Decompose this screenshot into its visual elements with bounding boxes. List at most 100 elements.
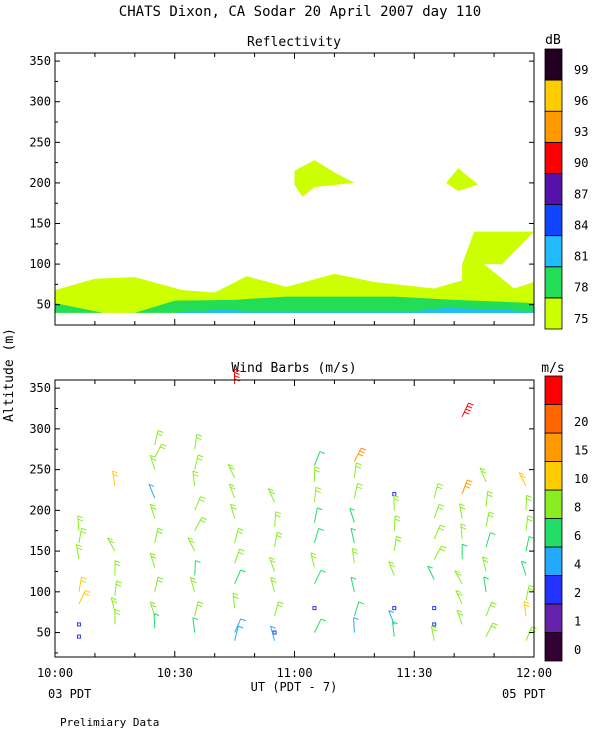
barb-shaft (485, 622, 494, 637)
barb-shaft (234, 618, 242, 633)
barb-flag (111, 600, 118, 604)
reflectivity-panel: Reflectivity 50 100 150 200 250 300 350 75 78 81… (29, 33, 588, 330)
barb-flag (479, 467, 486, 471)
wind-barb-4-2 (228, 483, 236, 499)
barb-shaft (274, 601, 279, 617)
barb-flag (192, 617, 199, 621)
barb-flag (270, 625, 276, 629)
barb-flag (457, 612, 464, 616)
wind-barb-3-8 (194, 601, 204, 617)
barb-flag (527, 515, 534, 519)
wind-barb-9-0 (433, 483, 444, 499)
reflectivity-region-1 (294, 160, 355, 197)
barb-flag (111, 597, 117, 601)
wind-barb-7-3 (349, 507, 355, 523)
y-tick-label: 350 (29, 381, 51, 395)
wind-barb-8-5 (392, 606, 397, 611)
barb-flag (192, 470, 199, 474)
barb-shaft (148, 484, 156, 499)
barb-shaft (393, 495, 395, 511)
wind-barb-1-0 (112, 470, 119, 486)
reflectivity-plot-area (55, 160, 534, 313)
barb-flag (193, 473, 199, 477)
barb-shaft (274, 511, 277, 527)
colorbar-label: 8 (574, 500, 581, 514)
wind-barb-6-7 (312, 606, 317, 611)
colorbar-label: 2 (574, 586, 581, 600)
barb-flag (528, 535, 535, 539)
barb-flag (454, 570, 460, 574)
barb-shaft (349, 508, 355, 523)
barb-shaft (350, 577, 355, 592)
barb-flag (149, 601, 156, 605)
wind-barb-5-3 (268, 556, 276, 572)
barb-shaft (187, 537, 196, 552)
wind-barb-0-3 (78, 576, 87, 592)
barb-flag (527, 518, 533, 522)
barb-flag (389, 564, 396, 568)
wind-barb-3-7 (189, 577, 197, 592)
barb-flag (393, 498, 400, 502)
reflectivity-region-0 (55, 231, 534, 313)
barb-shaft (525, 626, 533, 641)
reflectivity-colorbar: 75 78 81 84 87 90 93 96 99 (544, 48, 588, 330)
barb-shaft (149, 552, 156, 568)
wind-barb-8-7 (391, 621, 398, 637)
y-tick-label: 100 (29, 585, 51, 599)
wind-barb-11-4 (481, 556, 489, 572)
barb-flag (488, 514, 494, 518)
barb-flag (196, 437, 202, 441)
wind-barb-7-2 (353, 482, 363, 499)
barb-shaft (75, 544, 80, 560)
y-tick-label: 200 (29, 503, 51, 517)
barb-flag (490, 532, 496, 536)
wind-barb-title: Wind Barbs (m/s) (231, 361, 356, 376)
barb-flag (196, 433, 202, 437)
barb-flag (439, 548, 446, 552)
wind-barb-10-2 (459, 503, 466, 519)
barb-flag (530, 629, 536, 633)
wind-colorbar-title: m/s (541, 361, 564, 376)
barb-flag (231, 506, 237, 510)
barb-flag (491, 601, 497, 605)
barb-flag (459, 506, 466, 510)
colorbar-swatch (544, 235, 563, 268)
wind-barb-5-2 (274, 531, 283, 548)
barb-flag (318, 528, 324, 531)
barb-flag (355, 465, 361, 469)
colorbar-label: 15 (574, 443, 588, 457)
y-tick-label: 250 (29, 463, 51, 477)
barb-flag (314, 466, 320, 470)
wind-barb-2-9 (153, 613, 160, 629)
barb-flag (388, 610, 394, 613)
colorbar-swatch (544, 266, 563, 299)
wind-barb-3-2 (192, 470, 199, 486)
y-axis-label: Altitude (m) (2, 328, 17, 422)
wind-barb-12-7 (525, 626, 537, 641)
barb-flag (232, 592, 239, 596)
x-tick-label: 12:00 (516, 666, 552, 680)
barb-shaft (313, 528, 320, 544)
barb-flag (315, 490, 321, 494)
wind-barb-4-9 (234, 625, 244, 641)
barb-flag (191, 580, 197, 584)
wind-barb-6-5 (310, 552, 317, 568)
barb-shaft (485, 491, 489, 507)
barb-flag (229, 466, 235, 470)
barb-flag (437, 506, 444, 510)
barb-flag (431, 625, 437, 629)
colorbar-label: 20 (574, 415, 588, 429)
barb-shaft (485, 532, 491, 548)
wind-barb-axes: 50 100 150 200 250 300 350 10:00 10:30 11:00 11:30… (29, 379, 552, 680)
barb-flag (238, 625, 244, 629)
barb-flag (483, 576, 489, 580)
barb-flag (319, 451, 326, 455)
wind-barb-12-4 (520, 560, 527, 576)
wind-barb-7-8 (353, 617, 359, 633)
calm-marker (76, 622, 81, 627)
barb-flag (440, 524, 446, 528)
wind-barb-panel: Wind Barbs (m/s) 5010015020025030035010:… (29, 361, 588, 680)
barb-flag (107, 537, 113, 541)
barb-shaft (234, 528, 239, 544)
